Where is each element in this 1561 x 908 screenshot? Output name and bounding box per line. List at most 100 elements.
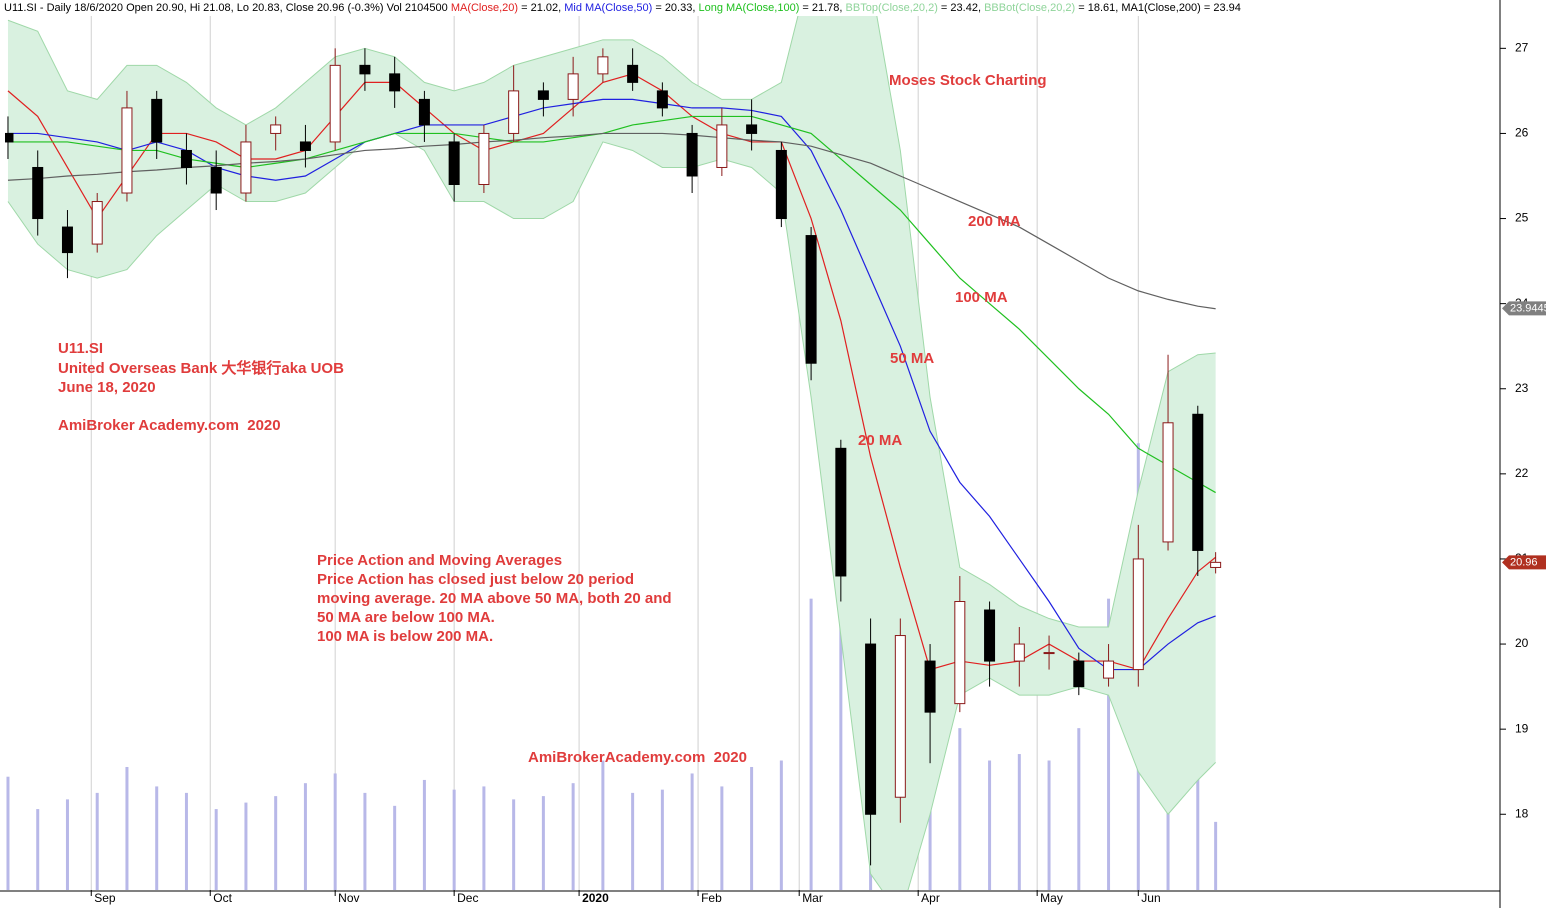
band-fill [7, 16, 1216, 890]
annotation: 50 MA [890, 350, 934, 367]
candle-body [299, 141, 311, 151]
volume-bar [1107, 598, 1111, 890]
candle-body [954, 601, 966, 705]
annotation: U11.SI [58, 340, 103, 357]
header-segment: MA1(Close,200) [1121, 2, 1200, 14]
header-segment: = 20.33, [652, 2, 698, 14]
candle-body [1073, 660, 1085, 688]
volume-bar [184, 792, 188, 890]
candle-body [1132, 558, 1144, 671]
y-tick-label: 19 [1515, 721, 1529, 735]
header-segment: BBBot(Close,20,2) [984, 2, 1075, 14]
volume-bar [512, 799, 516, 890]
candle-body [389, 73, 401, 92]
header-segment: = 23.42, [938, 2, 984, 14]
x-tick-label: Apr [921, 891, 940, 905]
candle-body [1210, 561, 1222, 568]
volume-bar [422, 779, 426, 890]
volume-bar [1047, 760, 1051, 890]
header-segment: Mid MA(Close,50) [564, 2, 652, 14]
moving-average [7, 98, 1216, 671]
band-top [7, 16, 1216, 628]
price-marker [1502, 301, 1546, 316]
header-segment: Long MA(Close,100) [698, 2, 799, 14]
annotation: Price Action has closed just below 20 pe… [317, 571, 634, 588]
header-segment: = 21.78, [799, 2, 845, 14]
candle-body [61, 226, 73, 254]
x-tick-label: 2020 [582, 891, 609, 905]
candle-body [805, 235, 817, 364]
header-segment: = 18.61, [1075, 2, 1121, 14]
candle-body [478, 132, 490, 186]
volume-bar [541, 796, 545, 890]
candle-body [270, 124, 282, 134]
annotation: June 18, 2020 [58, 379, 156, 396]
candle-body [865, 643, 877, 815]
volume-bar [274, 796, 278, 890]
candle-body [448, 141, 460, 186]
candle-body [716, 124, 728, 168]
candle-body [775, 149, 787, 220]
plot-area [5, 16, 1222, 890]
candle-body [924, 660, 936, 713]
price-marker-label: 23.9445 [1510, 302, 1550, 314]
moving-average [7, 132, 1216, 310]
candle-body [1162, 422, 1174, 543]
candle-body [151, 98, 163, 143]
header-segment: MA(Close,20) [451, 2, 518, 14]
volume-bar [303, 783, 307, 890]
x-tick-label: Jun [1141, 891, 1160, 905]
annotation: moving average. 20 MA above 50 MA, both … [317, 590, 672, 607]
candle-body [894, 635, 906, 798]
header-segment: BBTop(Close,20,2) [846, 2, 938, 14]
y-tick-label: 20 [1515, 636, 1529, 650]
candle-body [1013, 643, 1025, 662]
moving-average [7, 115, 1216, 494]
x-tick-label: Nov [338, 891, 359, 905]
candle-body [240, 141, 252, 194]
candle-body [537, 90, 549, 100]
price-marker-label: 20.96 [1510, 556, 1538, 568]
candle-body [1192, 413, 1204, 551]
candle-body [984, 609, 996, 662]
volume-bar [1017, 754, 1021, 890]
volume-bar [333, 773, 337, 890]
volume-bar [214, 809, 218, 890]
candle-body [746, 124, 758, 134]
x-tick-label: Dec [457, 891, 478, 905]
annotation: 50 MA are below 100 MA. [317, 609, 495, 626]
volume-bar [36, 809, 40, 890]
y-tick-label: 25 [1515, 211, 1529, 225]
volume-bar [244, 802, 248, 890]
candle-body [835, 447, 847, 577]
y-tick-label: 23 [1515, 381, 1529, 395]
header: U11.SI - Daily 18/6/2020 Open 20.90, Hi … [4, 2, 1241, 14]
annotation: United Overseas Bank 大华银行aka UOB [58, 359, 344, 377]
volume-bar [958, 728, 962, 890]
annotation: AmiBrokerAcademy.com 2020 [528, 749, 747, 766]
x-tick-label: Mar [802, 891, 823, 905]
candle-body [180, 149, 192, 168]
volume-bar [571, 783, 575, 890]
y-tick-label: 27 [1515, 41, 1529, 55]
volume-bar [125, 766, 129, 890]
annotation: 20 MA [858, 432, 902, 449]
candle-body [5, 132, 14, 143]
y-tick-label: 18 [1515, 806, 1529, 820]
header-segment: = 23.94 [1201, 2, 1241, 14]
volume-bar [6, 776, 10, 890]
volume-bar [363, 792, 367, 890]
volume-bar [1214, 821, 1218, 890]
candle-body [210, 166, 222, 194]
x-tick-label: Oct [213, 891, 232, 905]
y-tick-label: 26 [1515, 126, 1529, 140]
candle-body [1043, 652, 1055, 655]
volume-bar [452, 789, 456, 890]
candle-body [418, 98, 430, 126]
volume-bar [809, 598, 813, 890]
volume-bar [95, 792, 99, 890]
annotation: 100 MA [955, 289, 1008, 306]
x-tick-label: Sep [94, 891, 116, 905]
